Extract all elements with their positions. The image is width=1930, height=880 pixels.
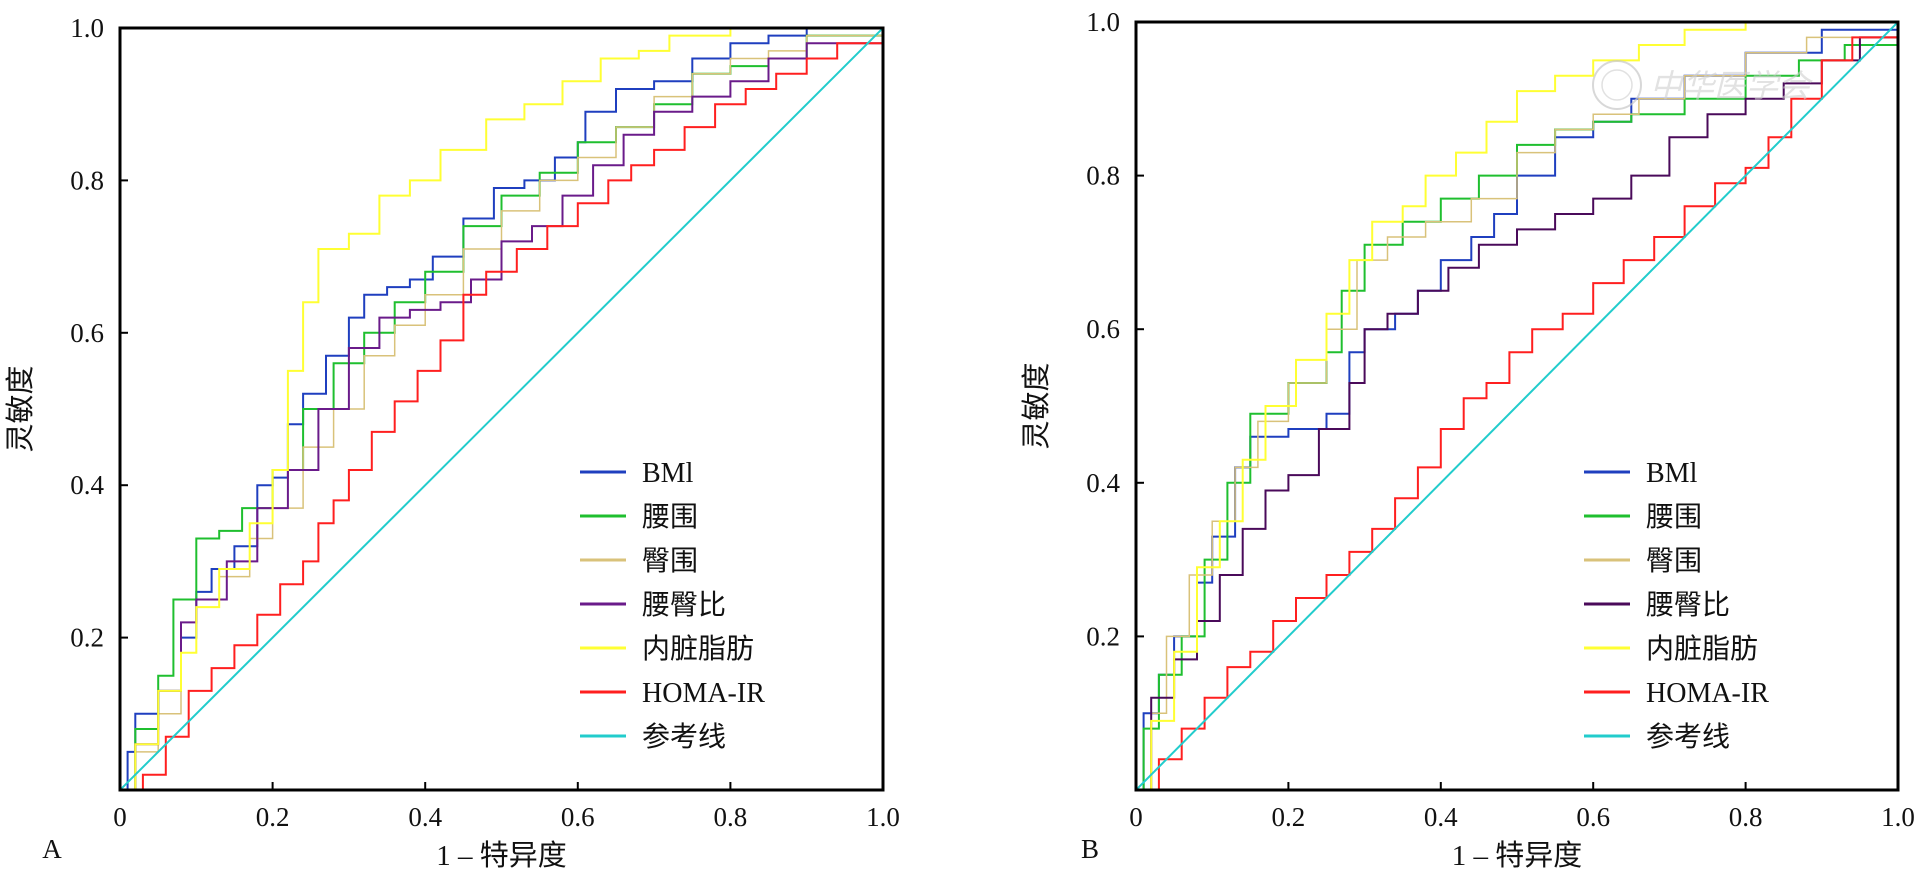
x-tick-label: 0.8 [714,802,748,832]
x-tick-label: 0.6 [561,802,595,832]
x-tick-label: 0 [113,802,127,832]
legend-label: 参考线 [1646,721,1730,753]
x-tick-label: 0.2 [1272,802,1306,832]
y-tick-label: 0.8 [70,165,104,195]
series-lines [120,28,883,790]
y-tick-label: 0.2 [70,623,104,653]
plot-frame [118,26,885,792]
x-tick-label: 0.6 [1576,802,1610,832]
watermark-seal-icon [1592,60,1642,110]
legend-label: 内脏脂肪 [1646,633,1758,665]
legend-label: 臀围 [1646,546,1702,577]
series-line [120,28,883,790]
legend-label: 腰围 [1646,502,1702,533]
legend-label: BMl [1646,458,1698,489]
watermark-seal-inner [1601,69,1633,101]
panel-label: A [42,834,62,864]
x-tick-label: 1.0 [1881,802,1915,832]
panel-a: 0 0.2 0.4 0.6 0.8 1.0 0.2 0.4 0.6 0.8 1.0 1 – 特异度 灵敏… [4,13,900,872]
x-tick-label: 1.0 [866,802,900,832]
series-line [120,28,883,790]
series-line [120,28,883,790]
x-axis-label: 1 – 特异度 [436,839,567,872]
y-tick-label: 0.2 [1086,621,1120,651]
y-tick-label: 0.4 [70,470,104,500]
y-tick-label: 0.4 [1086,468,1120,498]
series-line [1136,22,1898,790]
series-line [1136,22,1898,790]
x-tick-label: 0.8 [1729,802,1763,832]
y-tick-label: 1.0 [70,13,104,43]
legend-label: 臀围 [642,546,698,577]
x-tick-label: 0.4 [408,802,442,832]
legend-label: HOMA-IR [642,678,765,709]
y-axis-label: 灵敏度 [1020,362,1053,449]
x-tick-label: 0.2 [256,802,290,832]
y-tick-label: 0.6 [1086,314,1120,344]
x-axis-label: 1 – 特异度 [1452,839,1583,872]
y-axis-label: 灵敏度 [4,365,37,452]
legend-label: 腰臀比 [1646,589,1730,621]
watermark-text: 中华医学会 [1650,68,1813,104]
y-tick-label: 0.6 [70,318,104,348]
series-line [1136,22,1898,790]
y-tick-label: 0.8 [1086,161,1120,191]
plot-frame [1134,20,1900,792]
panel-label: B [1081,834,1099,864]
series-line [1136,22,1898,790]
y-tick-label: 1.0 [1086,7,1120,37]
legend-label: BMl [642,458,694,489]
legend-label: 腰围 [642,502,698,533]
legend-label: 内脏脂肪 [642,633,754,665]
legend-label: 参考线 [642,721,726,753]
legend-label: 腰臀比 [642,589,726,621]
series-lines [1136,22,1898,790]
legend-label: HOMA-IR [1646,678,1769,709]
watermark: 中华医学会 [1592,60,1813,110]
panel-b: 0 0.2 0.4 0.6 0.8 1.0 0.2 0.4 0.6 0.8 1.0 1 – 特异度 灵敏… [1020,7,1915,872]
series-line [120,28,883,790]
x-tick-label: 0.4 [1424,802,1458,832]
x-tick-label: 0 [1129,802,1143,832]
